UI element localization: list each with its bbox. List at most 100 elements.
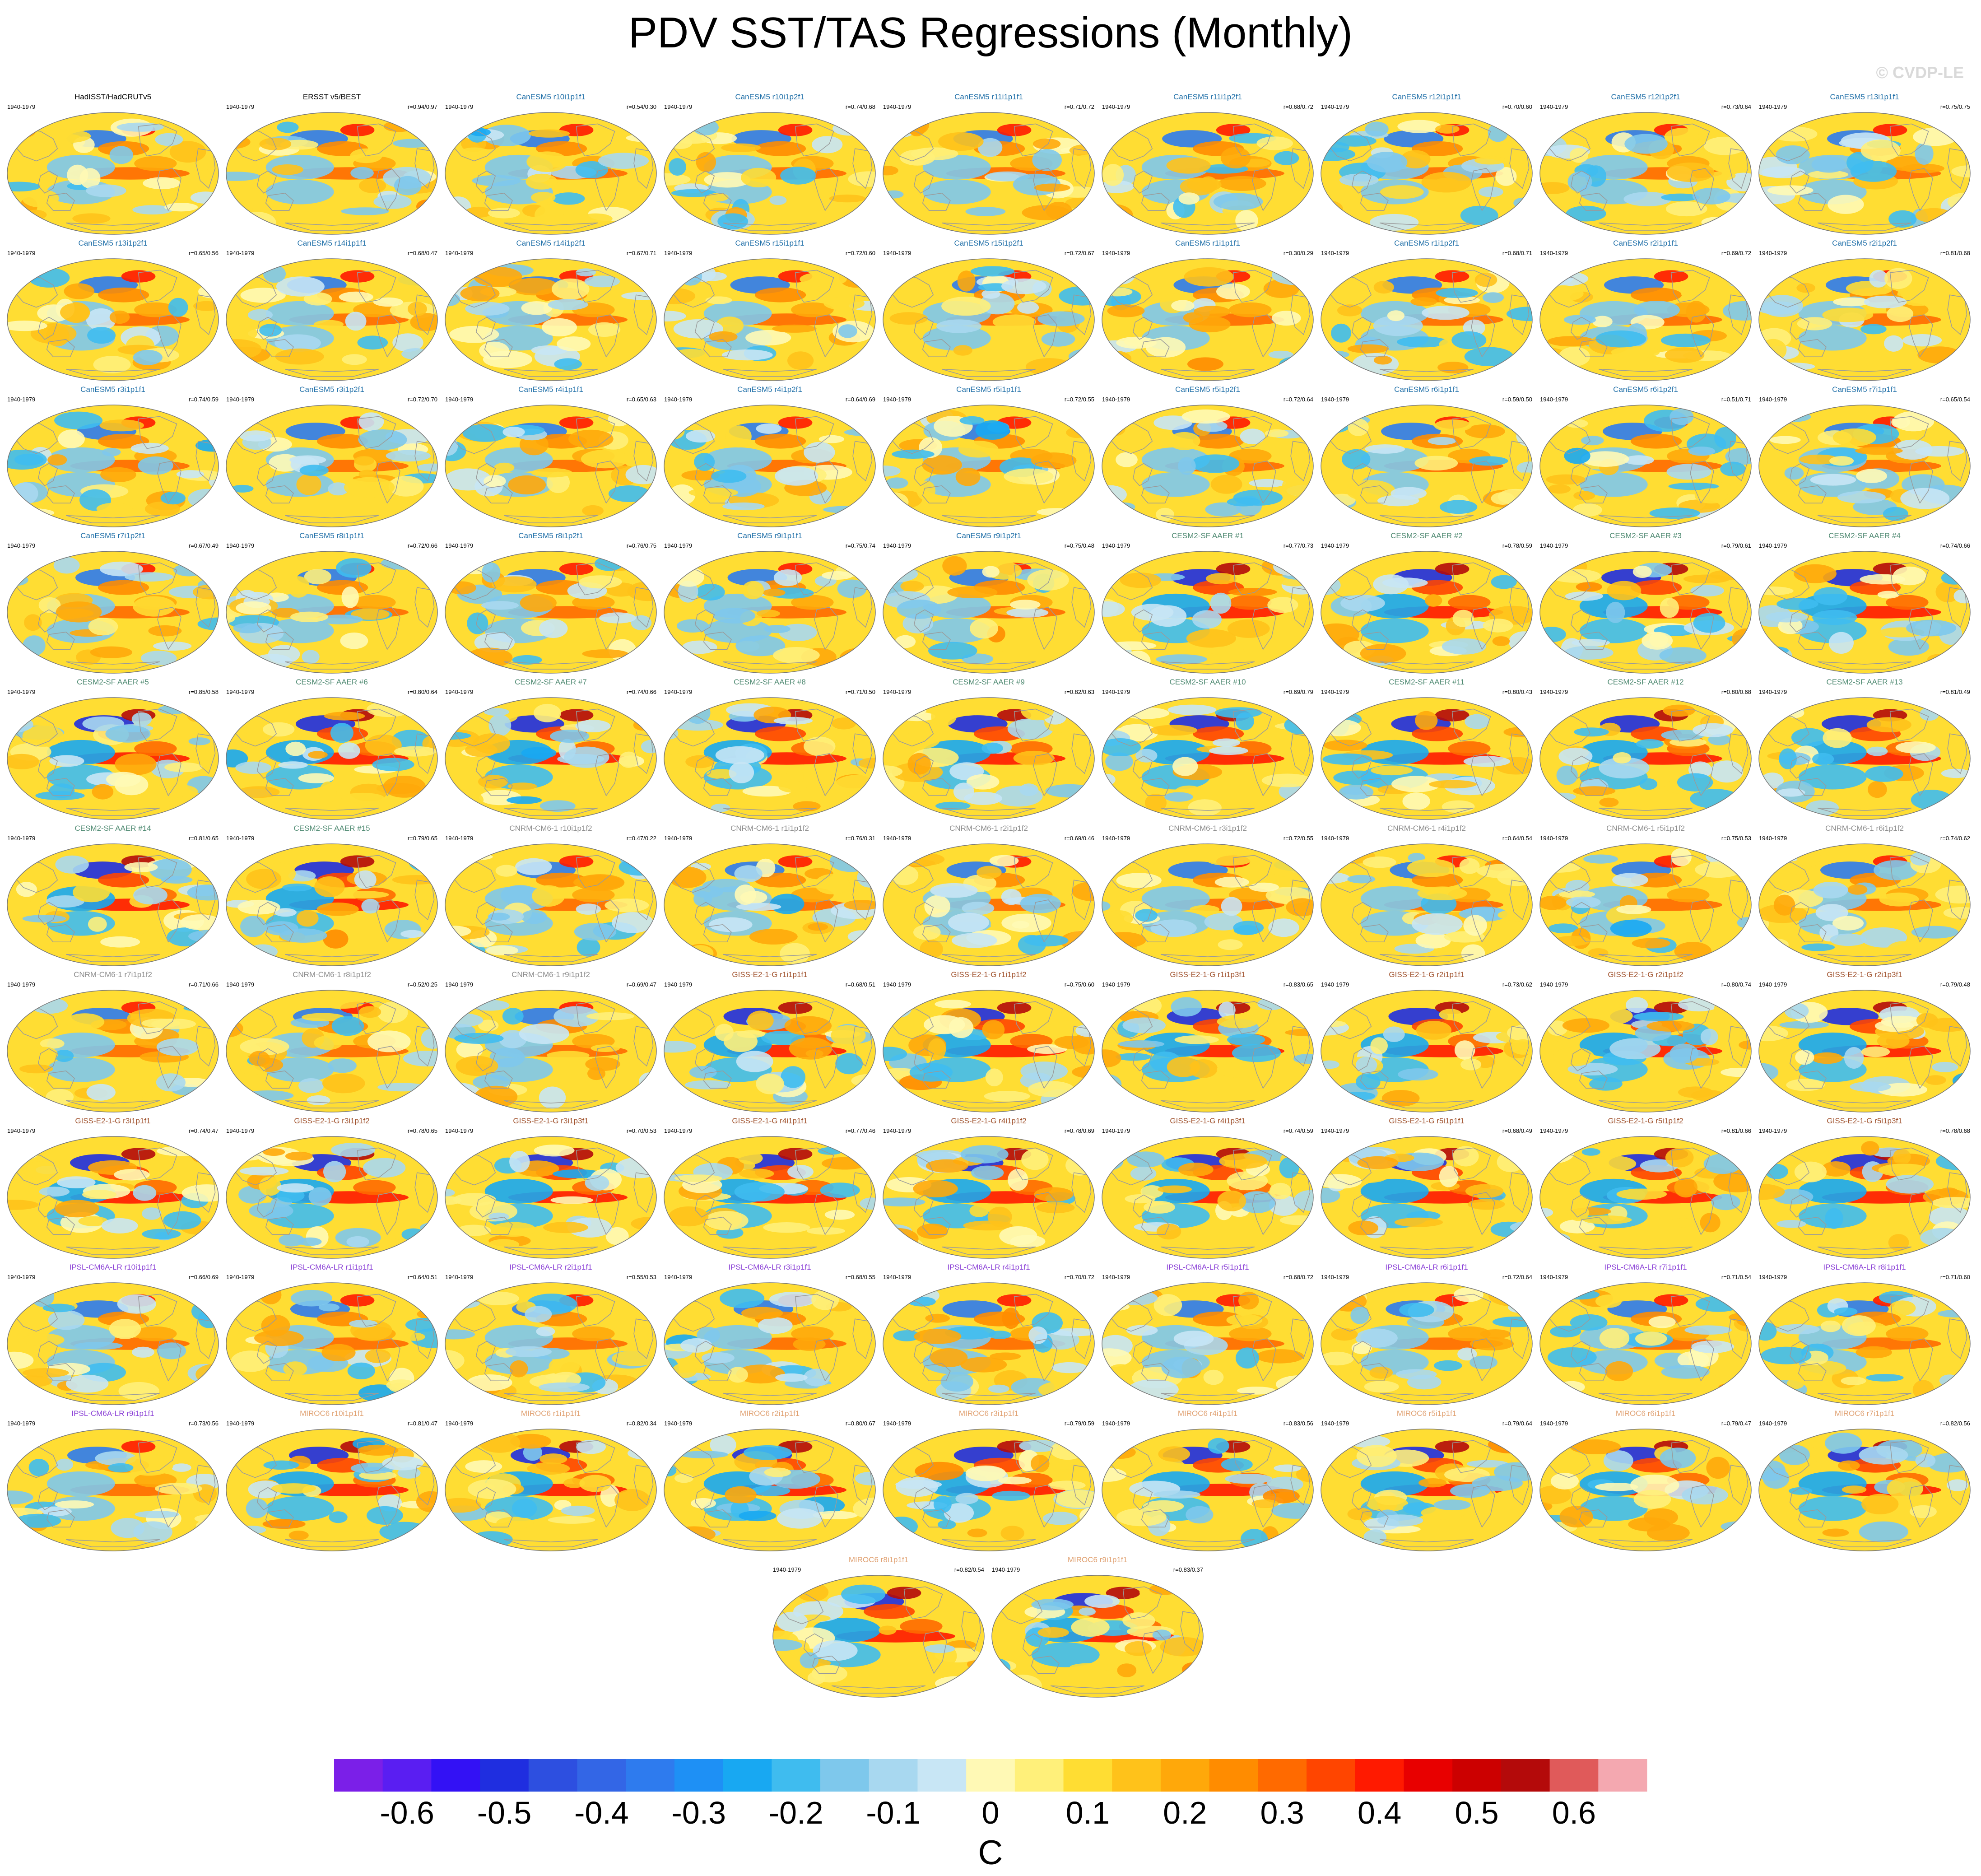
map-panel: CESM2-SF AAER #15 1940-1979 r=0.79/0.65 (225, 824, 438, 968)
panel-period: 1940-1979 (1759, 396, 1787, 403)
regression-map (1102, 405, 1314, 527)
panel-period: 1940-1979 (445, 1127, 474, 1134)
map-panel: IPSL-CM6A-LR r4i1p1f1 1940-1979 r=0.70/0.7… (882, 1263, 1095, 1407)
regression-map (7, 112, 219, 235)
panel-title: CanESM5 r12i1p1f1 (1392, 93, 1461, 101)
map-panel: CESM2-SF AAER #9 1940-1979 r=0.82/0.63 (882, 678, 1095, 822)
colorbar-swatch (1160, 1759, 1210, 1792)
panel-correlation: r=0.75/0.75 (1940, 103, 1970, 110)
panel-period: 1940-1979 (1759, 542, 1787, 549)
map-panel: GISS-E2-1-G r5i1p1f2 1940-1979 r=0.81/0.66 (1539, 1117, 1752, 1261)
regression-map (1321, 258, 1533, 381)
map-panel: CanESM5 r1i1p1f1 1940-1979 r=0.30/0.29 (1101, 239, 1314, 383)
regression-map (1758, 1429, 1971, 1551)
regression-map (1102, 843, 1314, 966)
panel-title: CNRM-CM6-1 r9i1p1f2 (512, 970, 590, 979)
panel-period: 1940-1979 (1540, 103, 1568, 110)
map-panel: CNRM-CM6-1 r3i1p1f2 1940-1979 r=0.72/0.55 (1101, 824, 1314, 968)
map-panel: CNRM-CM6-1 r4i1p1f2 1940-1979 r=0.64/0.54 (1320, 824, 1533, 968)
colorbar-swatch (1355, 1759, 1404, 1792)
panel-period: 1940-1979 (1540, 1127, 1568, 1134)
panel-period: 1940-1979 (1759, 835, 1787, 842)
panel-title: MIROC6 r4i1p1f1 (1177, 1409, 1238, 1418)
map-panel: GISS-E2-1-G r2i1p1f1 1940-1979 r=0.73/0.62 (1320, 970, 1533, 1115)
map-panel: CanESM5 r2i1p1f1 1940-1979 r=0.69/0.72 (1539, 239, 1752, 383)
regression-map (1321, 112, 1533, 235)
panel-title: MIROC6 r10i1p1f1 (300, 1409, 364, 1418)
panel-period: 1940-1979 (226, 1274, 255, 1280)
panel-period: 1940-1979 (7, 835, 36, 842)
regression-map (7, 258, 219, 381)
regression-map (1321, 990, 1533, 1113)
panel-title: ERSST v5/BEST (302, 93, 361, 101)
map-panel: IPSL-CM6A-LR r10i1p1f1 1940-1979 r=0.66/0.… (6, 1263, 219, 1407)
panel-period: 1940-1979 (226, 1420, 255, 1427)
map-panel: CanESM5 r7i1p2f1 1940-1979 r=0.67/0.49 (6, 531, 219, 676)
regression-map (664, 551, 876, 674)
regression-map (445, 551, 657, 674)
panel-correlation: r=0.69/0.46 (1064, 835, 1094, 842)
panel-period: 1940-1979 (1540, 981, 1568, 988)
panel-period: 1940-1979 (1102, 396, 1130, 403)
panel-period: 1940-1979 (1102, 1420, 1130, 1427)
regression-map (883, 1136, 1095, 1259)
regression-map (883, 990, 1095, 1113)
map-panel: CNRM-CM6-1 r8i1p1f2 1940-1979 r=0.52/0.25 (225, 970, 438, 1115)
regression-map (883, 112, 1095, 235)
map-panel: CESM2-SF AAER #7 1940-1979 r=0.74/0.66 (444, 678, 657, 822)
regression-map (1321, 843, 1533, 966)
panel-correlation: r=0.81/0.47 (407, 1420, 437, 1427)
map-panel: HadISST/HadCRUTv5 1940-1979 (6, 93, 219, 237)
panel-period: 1940-1979 (1321, 103, 1349, 110)
panel-correlation: r=0.78/0.59 (1502, 542, 1532, 549)
panel-title: GISS-E2-1-G r1i1p1f1 (732, 970, 808, 979)
panel-period: 1940-1979 (1540, 835, 1568, 842)
regression-map (1539, 697, 1752, 820)
panel-period: 1940-1979 (226, 396, 255, 403)
panel-correlation: r=0.67/0.49 (188, 542, 219, 549)
panel-title: CESM2-SF AAER #10 (1169, 678, 1246, 686)
panel-correlation: r=0.71/0.60 (1940, 1274, 1970, 1280)
panel-title: CanESM5 r10i1p1f1 (516, 93, 586, 101)
panel-title: MIROC6 r8i1p1f1 (848, 1555, 909, 1564)
panel-period: 1940-1979 (445, 103, 474, 110)
panel-title: IPSL-CM6A-LR r9i1p1f1 (71, 1409, 154, 1418)
regression-map (226, 1136, 438, 1259)
map-panel: MIROC6 r6i1p1f1 1940-1979 r=0.79/0.47 (1539, 1409, 1752, 1554)
panel-correlation: r=0.73/0.62 (1502, 981, 1532, 988)
panel-correlation: r=0.74/0.47 (188, 1127, 219, 1134)
regression-map (1758, 1282, 1971, 1405)
panel-correlation: r=0.47/0.22 (626, 835, 656, 842)
panel-title: CanESM5 r11i1p2f1 (1173, 93, 1242, 101)
panel-correlation: r=0.75/0.74 (845, 542, 875, 549)
panel-period: 1940-1979 (1759, 250, 1787, 256)
panel-title: CanESM5 r13i1p2f1 (78, 239, 148, 247)
panel-correlation: r=0.59/0.50 (1502, 396, 1532, 403)
regression-map (226, 697, 438, 820)
panel-correlation: r=0.85/0.58 (188, 689, 219, 695)
panel-title: GISS-E2-1-G r2i1p1f2 (1608, 970, 1683, 979)
map-panel: IPSL-CM6A-LR r8i1p1f1 1940-1979 r=0.71/0.6… (1758, 1263, 1971, 1407)
map-panel: CanESM5 r9i1p1f1 1940-1979 r=0.75/0.74 (663, 531, 876, 676)
panel-correlation: r=0.79/0.61 (1721, 542, 1751, 549)
map-panel: CESM2-SF AAER #11 1940-1979 r=0.80/0.43 (1320, 678, 1533, 822)
panel-period: 1940-1979 (1759, 1274, 1787, 1280)
panel-period: 1940-1979 (226, 103, 255, 110)
panel-correlation: r=0.74/0.66 (626, 689, 656, 695)
map-panel: CanESM5 r5i1p2f1 1940-1979 r=0.72/0.64 (1101, 385, 1314, 530)
colorbar-swatch (382, 1759, 432, 1792)
map-panel: MIROC6 r5i1p1f1 1940-1979 r=0.79/0.64 (1320, 1409, 1533, 1554)
regression-map (1539, 1429, 1752, 1551)
panel-title: HadISST/HadCRUTv5 (74, 93, 152, 101)
regression-map (226, 258, 438, 381)
panel-correlation: r=0.64/0.51 (407, 1274, 437, 1280)
regression-map (1102, 1136, 1314, 1259)
map-panel: GISS-E2-1-G r1i1p3f1 1940-1979 r=0.83/0.65 (1101, 970, 1314, 1115)
colorbar-swatch (1598, 1759, 1647, 1792)
regression-map (1758, 1136, 1971, 1259)
panel-period: 1940-1979 (445, 1420, 474, 1427)
regression-map (226, 1282, 438, 1405)
colorbar-swatch (1112, 1759, 1161, 1792)
panel-correlation: r=0.72/0.64 (1502, 1274, 1532, 1280)
map-panel: IPSL-CM6A-LR r2i1p1f1 1940-1979 r=0.55/0.5… (444, 1263, 657, 1407)
